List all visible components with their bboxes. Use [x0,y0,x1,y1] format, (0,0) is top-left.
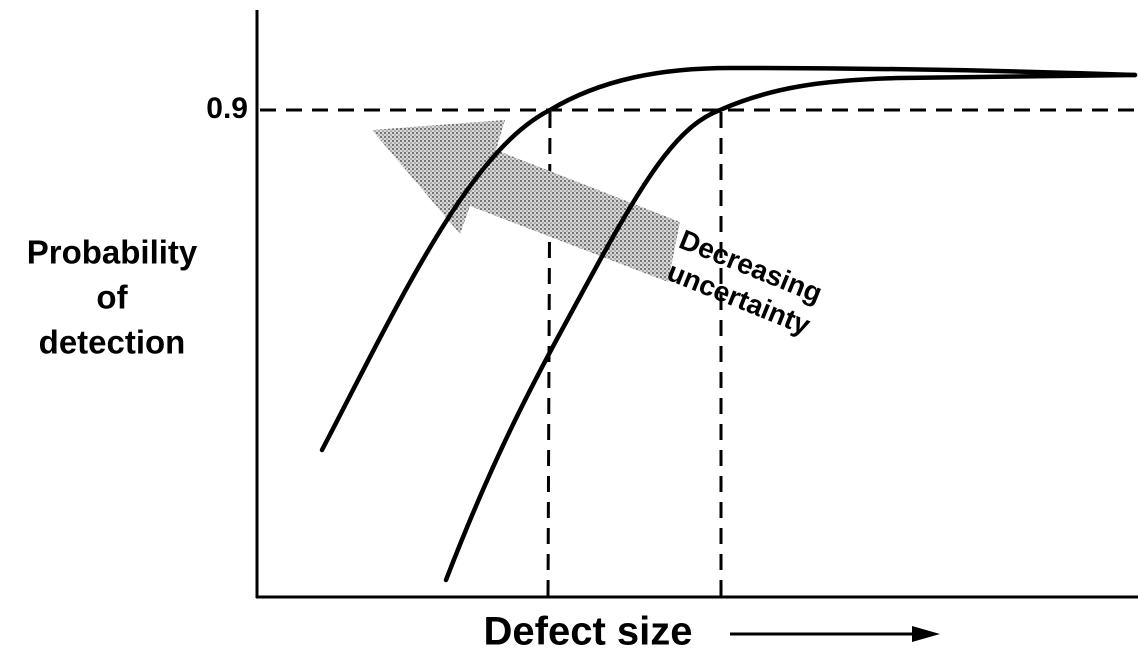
y-axis-label: Probability of detection [27,234,198,361]
y-label-line: Probability [27,234,198,271]
curves [319,65,1138,583]
x-axis-label: Defect size [484,610,693,654]
pod-curve [443,72,1138,583]
y-label-line: detection [39,324,186,361]
uncertainty-arrow [372,120,680,282]
pod-curve [319,65,1138,453]
tick-label: 0.9 [206,92,248,125]
axes [255,10,1138,599]
y-label-line: of [96,279,128,316]
annotation: Decreasing uncertainty [663,224,827,341]
x-direction-arrow [730,626,940,642]
reference-lines [260,108,1138,598]
